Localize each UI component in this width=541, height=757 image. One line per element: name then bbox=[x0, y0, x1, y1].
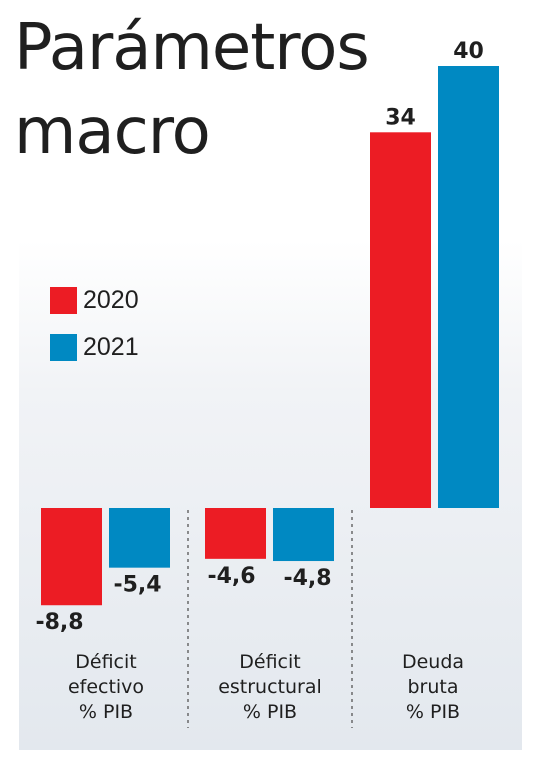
legend-swatch-2021 bbox=[50, 333, 77, 361]
legend-item-2021: 2021 bbox=[50, 333, 139, 361]
bar-2020-cat-2 bbox=[205, 508, 266, 559]
legend-swatch-2020 bbox=[50, 286, 77, 314]
legend: 2020 2021 bbox=[50, 286, 139, 380]
category-label-1-line-3: % PIB bbox=[79, 701, 133, 723]
bar-2020-cat-3 bbox=[370, 132, 431, 509]
category-label-3-line-3: % PIB bbox=[406, 701, 460, 723]
data-label-2020-cat-2: -4,6 bbox=[207, 564, 255, 589]
chart-title: Parámetros macro bbox=[14, 6, 370, 174]
category-label-3-line-1: Deuda bbox=[402, 651, 464, 673]
bar-2021-cat-3 bbox=[438, 66, 499, 508]
legend-label-2021: 2021 bbox=[83, 332, 139, 361]
title-line-1: Parámetros bbox=[14, 11, 370, 85]
title-line-2: macro bbox=[14, 95, 211, 169]
category-label-3-line-2: bruta bbox=[407, 676, 458, 698]
category-label-2-line-3: % PIB bbox=[243, 701, 297, 723]
data-label-2020-cat-1: -8,8 bbox=[35, 610, 83, 635]
bar-2021-cat-2 bbox=[273, 508, 334, 562]
legend-item-2020: 2020 bbox=[50, 286, 139, 314]
category-label-1-line-1: Déficit bbox=[75, 651, 136, 673]
data-label-2020-cat-3: 34 bbox=[385, 105, 416, 130]
legend-label-2020: 2020 bbox=[83, 285, 139, 314]
bar-2021-cat-1 bbox=[109, 508, 170, 568]
category-label-2-line-2: estructural bbox=[218, 676, 322, 698]
data-label-2021-cat-3: 40 bbox=[453, 39, 484, 64]
category-label-2-line-1: Déficit bbox=[239, 651, 300, 673]
category-label-1-line-2: efectivo bbox=[68, 676, 144, 698]
data-label-2021-cat-2: -4,8 bbox=[283, 566, 331, 591]
data-label-2021-cat-1: -5,4 bbox=[113, 573, 161, 598]
bar-2020-cat-1 bbox=[41, 508, 102, 606]
